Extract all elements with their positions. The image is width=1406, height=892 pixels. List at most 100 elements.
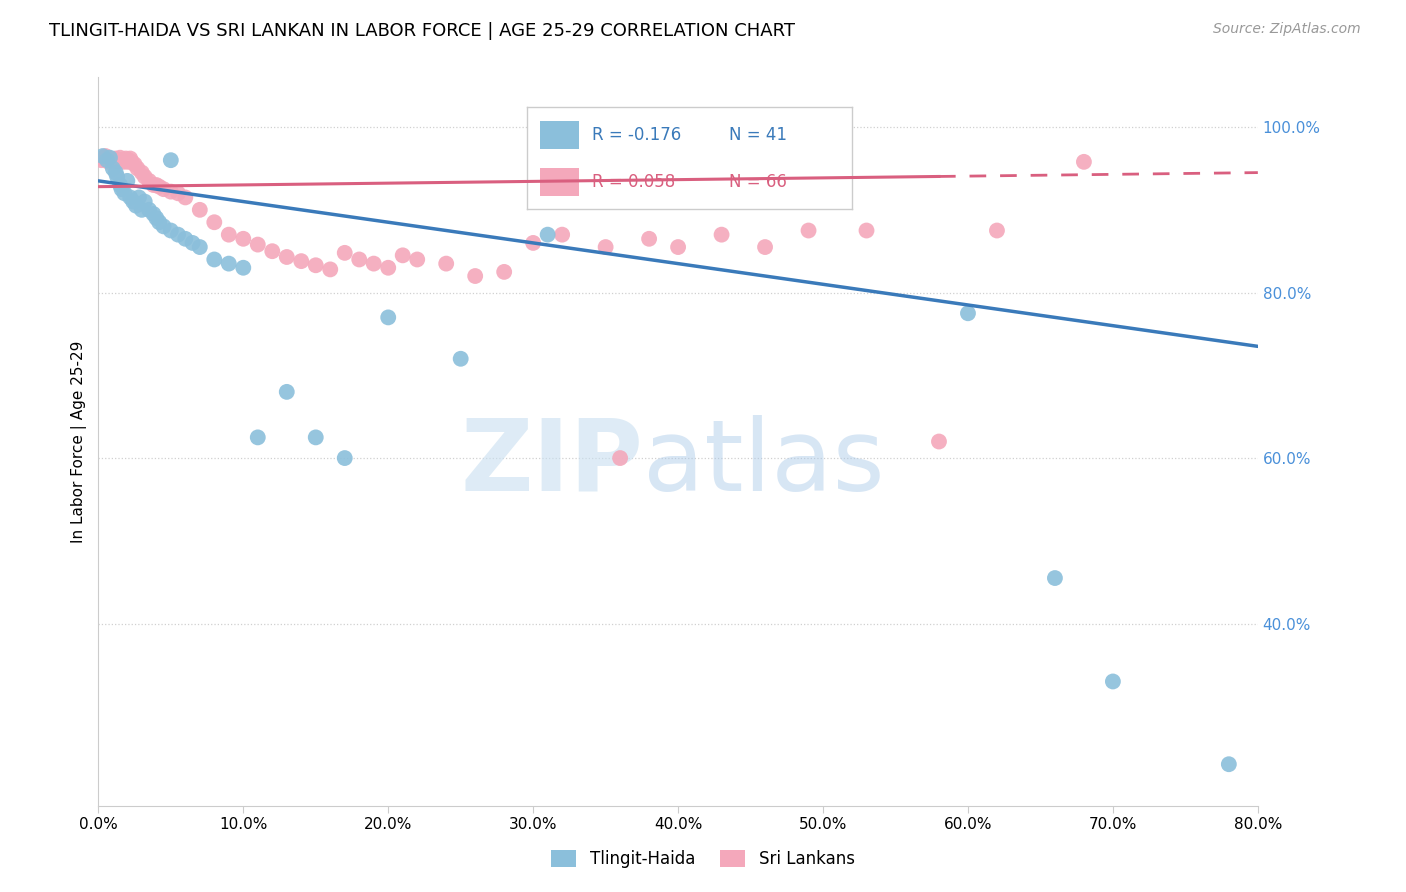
Point xyxy=(105,169,128,184)
Point xyxy=(202,215,225,229)
Point xyxy=(167,186,190,201)
Point xyxy=(103,153,125,168)
Point xyxy=(797,223,820,237)
Point xyxy=(305,430,328,444)
Point xyxy=(152,182,174,196)
Text: TLINGIT-HAIDA VS SRI LANKAN IN LABOR FORCE | AGE 25-29 CORRELATION CHART: TLINGIT-HAIDA VS SRI LANKAN IN LABOR FOR… xyxy=(49,22,796,40)
Point xyxy=(104,152,127,166)
Point xyxy=(101,154,124,169)
Point xyxy=(855,223,877,237)
Point xyxy=(494,265,516,279)
Point xyxy=(202,252,225,267)
Point xyxy=(98,151,121,165)
Point xyxy=(134,194,156,209)
Point xyxy=(152,219,174,234)
Point xyxy=(1102,674,1125,689)
Point xyxy=(377,260,399,275)
Point xyxy=(145,211,167,226)
Point xyxy=(638,232,661,246)
Point xyxy=(246,430,269,444)
Point xyxy=(406,252,429,267)
Point xyxy=(138,202,160,217)
Text: atlas: atlas xyxy=(644,415,884,512)
Point xyxy=(115,152,138,166)
Point xyxy=(122,194,145,209)
Point xyxy=(754,240,776,254)
Point xyxy=(174,232,197,246)
Point xyxy=(290,254,312,268)
Point xyxy=(105,154,128,169)
Point xyxy=(218,257,240,271)
Point xyxy=(107,153,129,168)
Point xyxy=(276,250,298,264)
Point xyxy=(434,257,457,271)
Point xyxy=(159,185,181,199)
Point xyxy=(128,190,150,204)
Point xyxy=(117,174,139,188)
Point xyxy=(148,179,170,194)
Point xyxy=(142,207,165,221)
Point xyxy=(450,351,472,366)
Point xyxy=(97,154,120,169)
Point xyxy=(218,227,240,242)
Y-axis label: In Labor Force | Age 25-29: In Labor Force | Age 25-29 xyxy=(72,341,87,542)
Point xyxy=(710,227,733,242)
Point xyxy=(333,245,356,260)
Point xyxy=(114,153,136,168)
Point xyxy=(232,260,254,275)
Point xyxy=(167,227,190,242)
Point xyxy=(100,153,122,168)
Point xyxy=(104,165,127,179)
Point xyxy=(956,306,979,320)
Point xyxy=(377,310,399,325)
Point xyxy=(1218,757,1240,772)
Point xyxy=(91,149,114,163)
Point xyxy=(108,151,131,165)
Point xyxy=(142,178,165,192)
Point xyxy=(131,202,153,217)
Point xyxy=(246,237,269,252)
Point xyxy=(262,244,284,259)
Point xyxy=(363,257,385,271)
Point xyxy=(101,161,124,176)
Point xyxy=(131,165,153,179)
Point xyxy=(91,152,114,166)
Point xyxy=(551,227,574,242)
Legend: Tlingit-Haida, Sri Lankans: Tlingit-Haida, Sri Lankans xyxy=(544,843,862,875)
Point xyxy=(276,384,298,399)
Point xyxy=(90,153,112,168)
Point xyxy=(96,153,118,168)
Point xyxy=(121,154,143,169)
Point xyxy=(127,161,149,176)
Point xyxy=(391,248,413,262)
Point xyxy=(125,199,148,213)
Point xyxy=(159,223,181,237)
Point xyxy=(188,202,211,217)
Point xyxy=(1073,154,1095,169)
Point xyxy=(188,240,211,254)
Point xyxy=(522,235,544,250)
Point xyxy=(174,190,197,204)
Point xyxy=(120,152,142,166)
Point xyxy=(986,223,1008,237)
Point xyxy=(111,154,134,169)
Point xyxy=(108,178,131,192)
Point xyxy=(93,151,115,165)
Point xyxy=(928,434,950,449)
Point xyxy=(98,152,121,166)
Point xyxy=(537,227,560,242)
Point xyxy=(110,182,132,196)
Point xyxy=(124,157,146,171)
Point xyxy=(138,174,160,188)
Point xyxy=(110,153,132,168)
Point xyxy=(134,169,156,184)
Point xyxy=(117,154,139,169)
Point xyxy=(595,240,617,254)
Point xyxy=(148,215,170,229)
Point xyxy=(333,451,356,466)
Text: Source: ZipAtlas.com: Source: ZipAtlas.com xyxy=(1213,22,1361,37)
Point xyxy=(145,178,167,192)
Point xyxy=(114,186,136,201)
Point xyxy=(609,451,631,466)
Point xyxy=(120,190,142,204)
